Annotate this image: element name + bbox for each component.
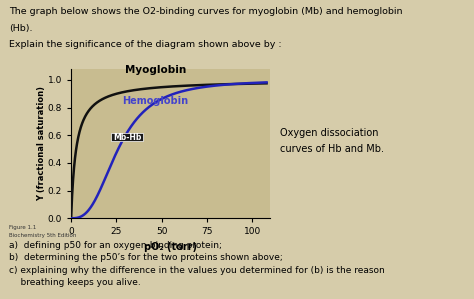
Text: (Hb).: (Hb). [9,24,33,33]
Text: Oxygen dissociation: Oxygen dissociation [280,128,378,138]
FancyBboxPatch shape [111,133,144,141]
Text: a)  defining p50 for an oxygen-binding protein;: a) defining p50 for an oxygen-binding pr… [9,241,222,250]
Text: curves of Hb and Mb.: curves of Hb and Mb. [280,144,383,155]
Text: Biochemistry 5th Edition: Biochemistry 5th Edition [9,233,77,238]
Text: Hemoglobin: Hemoglobin [122,96,188,106]
Text: Myoglobin: Myoglobin [126,65,187,75]
Text: Mb-Hb: Mb-Hb [113,133,141,142]
Text: Figure 1.1: Figure 1.1 [9,225,36,230]
Text: breathing keeps you alive.: breathing keeps you alive. [9,278,141,287]
Text: c) explaining why the difference in the values you determined for (b) is the rea: c) explaining why the difference in the … [9,266,385,275]
Text: b)  determining the p50’s for the two proteins shown above;: b) determining the p50’s for the two pro… [9,253,283,262]
Text: Explain the significance of the diagram shown above by :: Explain the significance of the diagram … [9,40,282,49]
Y-axis label: Y (fractional saturation): Y (fractional saturation) [37,86,46,201]
Text: The graph below shows the O2-binding curves for myoglobin (Mb) and hemoglobin: The graph below shows the O2-binding cur… [9,7,403,16]
X-axis label: pO₂ (torr): pO₂ (torr) [144,242,197,252]
